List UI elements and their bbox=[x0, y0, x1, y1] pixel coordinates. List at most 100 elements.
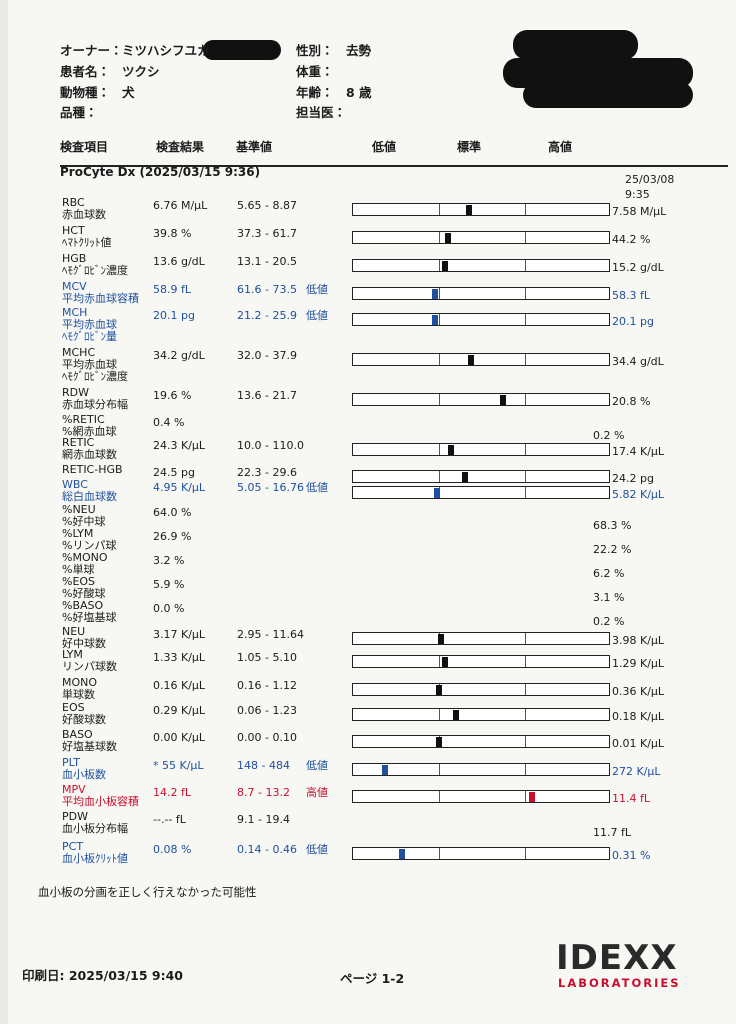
test-name: %EOS bbox=[62, 575, 96, 588]
range-gauge bbox=[352, 443, 610, 456]
gauge-divider bbox=[439, 848, 440, 859]
result-marker bbox=[461, 472, 468, 482]
gauge-divider bbox=[525, 487, 526, 498]
flag: 高値 bbox=[306, 786, 328, 799]
previous-result: 24.2 pg bbox=[612, 472, 654, 485]
result-marker bbox=[438, 634, 445, 644]
reference-range: 148 - 484 bbox=[237, 759, 290, 772]
test-subname: 好塩基球数 bbox=[62, 740, 117, 753]
flag: 低値 bbox=[306, 759, 328, 772]
reference-range: 0.06 - 1.23 bbox=[237, 704, 297, 717]
previous-result: 0.31 % bbox=[612, 849, 651, 862]
reference-range: 21.2 - 25.9 bbox=[237, 309, 297, 322]
gauge-divider bbox=[525, 444, 526, 455]
previous-result: 58.3 fL bbox=[612, 289, 650, 302]
test-subname: 平均赤血球 bbox=[62, 358, 117, 371]
gauge-divider bbox=[439, 260, 440, 271]
result: 39.8 % bbox=[153, 227, 192, 240]
result: 6.76 M/µL bbox=[153, 199, 208, 212]
result: 64.0 % bbox=[153, 506, 192, 519]
result: 0.08 % bbox=[153, 843, 192, 856]
test-subname: 赤血球分布幅 bbox=[62, 398, 128, 411]
test-subname: 血小板数 bbox=[62, 768, 106, 781]
gauge-divider bbox=[439, 764, 440, 775]
gauge-divider bbox=[439, 314, 440, 325]
test-name: MCHC bbox=[62, 346, 96, 359]
reference-range: 10.0 - 110.0 bbox=[237, 439, 304, 452]
gauge-divider bbox=[525, 684, 526, 695]
test-name: MCH bbox=[62, 306, 88, 319]
range-gauge bbox=[352, 231, 610, 244]
report-paper: オーナー： ミツハシフユカ 性別： 去勢 患者名： ツクシ 体重： 動物種： 犬 年齢： 8 歳品種… bbox=[8, 0, 736, 1024]
result: 3.17 K/µL bbox=[153, 628, 206, 641]
test-subname: 好中球数 bbox=[62, 637, 106, 650]
test-subname: %好中球 bbox=[62, 515, 106, 528]
test-name: PLT bbox=[62, 756, 80, 769]
range-gauge bbox=[352, 763, 610, 776]
result: 13.6 g/dL bbox=[153, 255, 205, 268]
gauge-divider bbox=[525, 736, 526, 747]
previous-result: 0.2 % bbox=[593, 615, 625, 628]
result-marker bbox=[399, 849, 406, 859]
result: --.-- fL bbox=[153, 813, 186, 826]
test-name: %LYM bbox=[62, 527, 94, 540]
previous-result: 68.3 % bbox=[593, 519, 632, 532]
result: 0.4 % bbox=[153, 416, 185, 429]
column-heading: 基準値 bbox=[236, 140, 273, 154]
result: 58.9 fL bbox=[153, 283, 191, 296]
result-marker bbox=[465, 205, 472, 215]
reference-range: 1.05 - 5.10 bbox=[237, 651, 297, 664]
column-heading: 標準 bbox=[457, 140, 482, 154]
reference-range: 13.6 - 21.7 bbox=[237, 389, 297, 402]
previous-result: 20.8 % bbox=[612, 395, 651, 408]
gauge-divider bbox=[439, 656, 440, 667]
test-subname: リンパ球数 bbox=[62, 660, 117, 673]
field-value: 8 歳 bbox=[346, 85, 372, 100]
previous-result: 11.4 fL bbox=[612, 792, 650, 805]
result: 20.1 pg bbox=[153, 309, 195, 322]
previous-result: 0.01 K/µL bbox=[612, 737, 665, 750]
previous-result: 17.4 K/µL bbox=[612, 445, 665, 458]
previous-result: 7.58 M/µL bbox=[612, 205, 667, 218]
previous-result: 3.98 K/µL bbox=[612, 634, 665, 647]
result: 26.9 % bbox=[153, 530, 192, 543]
field-value: ツクシ bbox=[122, 64, 160, 79]
result: 0.0 % bbox=[153, 602, 185, 615]
previous-result: 1.29 K/µL bbox=[612, 657, 665, 670]
flag: 低値 bbox=[306, 481, 328, 494]
column-heading: 検査項目 bbox=[60, 140, 109, 154]
field-label: 動物種： bbox=[60, 85, 111, 100]
gauge-divider bbox=[439, 204, 440, 215]
result: 0.16 K/µL bbox=[153, 679, 206, 692]
test-name: PDW bbox=[62, 810, 88, 823]
range-gauge bbox=[352, 632, 610, 645]
previous-result: 20.1 pg bbox=[612, 315, 654, 328]
result-marker bbox=[499, 395, 506, 405]
result: 3.2 % bbox=[153, 554, 185, 567]
test-subname: 総白血球数 bbox=[62, 490, 117, 503]
field-value: ミツハシフユカ bbox=[122, 43, 210, 58]
result: 4.95 K/µL bbox=[153, 481, 206, 494]
field-label: オーナー： bbox=[60, 43, 123, 58]
reference-range: 5.05 - 16.76 bbox=[237, 481, 304, 494]
test-subname: 単球数 bbox=[62, 688, 95, 701]
result: * 55 K/µL bbox=[153, 759, 204, 772]
previous-date: 25/03/08 bbox=[625, 173, 675, 186]
test-subname: %好酸球 bbox=[62, 587, 106, 600]
result-marker bbox=[444, 233, 451, 243]
field-value: 犬 bbox=[122, 85, 135, 100]
test-subname: ﾍﾓｸﾞﾛﾋﾞﾝ量 bbox=[62, 330, 117, 343]
test-subname: 血小板分布幅 bbox=[62, 822, 128, 835]
test-subname: %単球 bbox=[62, 563, 95, 576]
gauge-divider bbox=[525, 656, 526, 667]
range-gauge bbox=[352, 790, 610, 803]
test-subname: 赤血球数 bbox=[62, 208, 106, 221]
range-gauge bbox=[352, 486, 610, 499]
test-name: HCT bbox=[62, 224, 85, 237]
test-subname: 平均赤血球容積 bbox=[62, 292, 139, 305]
test-subname: %網赤血球 bbox=[62, 425, 117, 438]
result-marker bbox=[432, 289, 439, 299]
redaction bbox=[513, 30, 638, 60]
test-name: MPV bbox=[62, 783, 86, 796]
